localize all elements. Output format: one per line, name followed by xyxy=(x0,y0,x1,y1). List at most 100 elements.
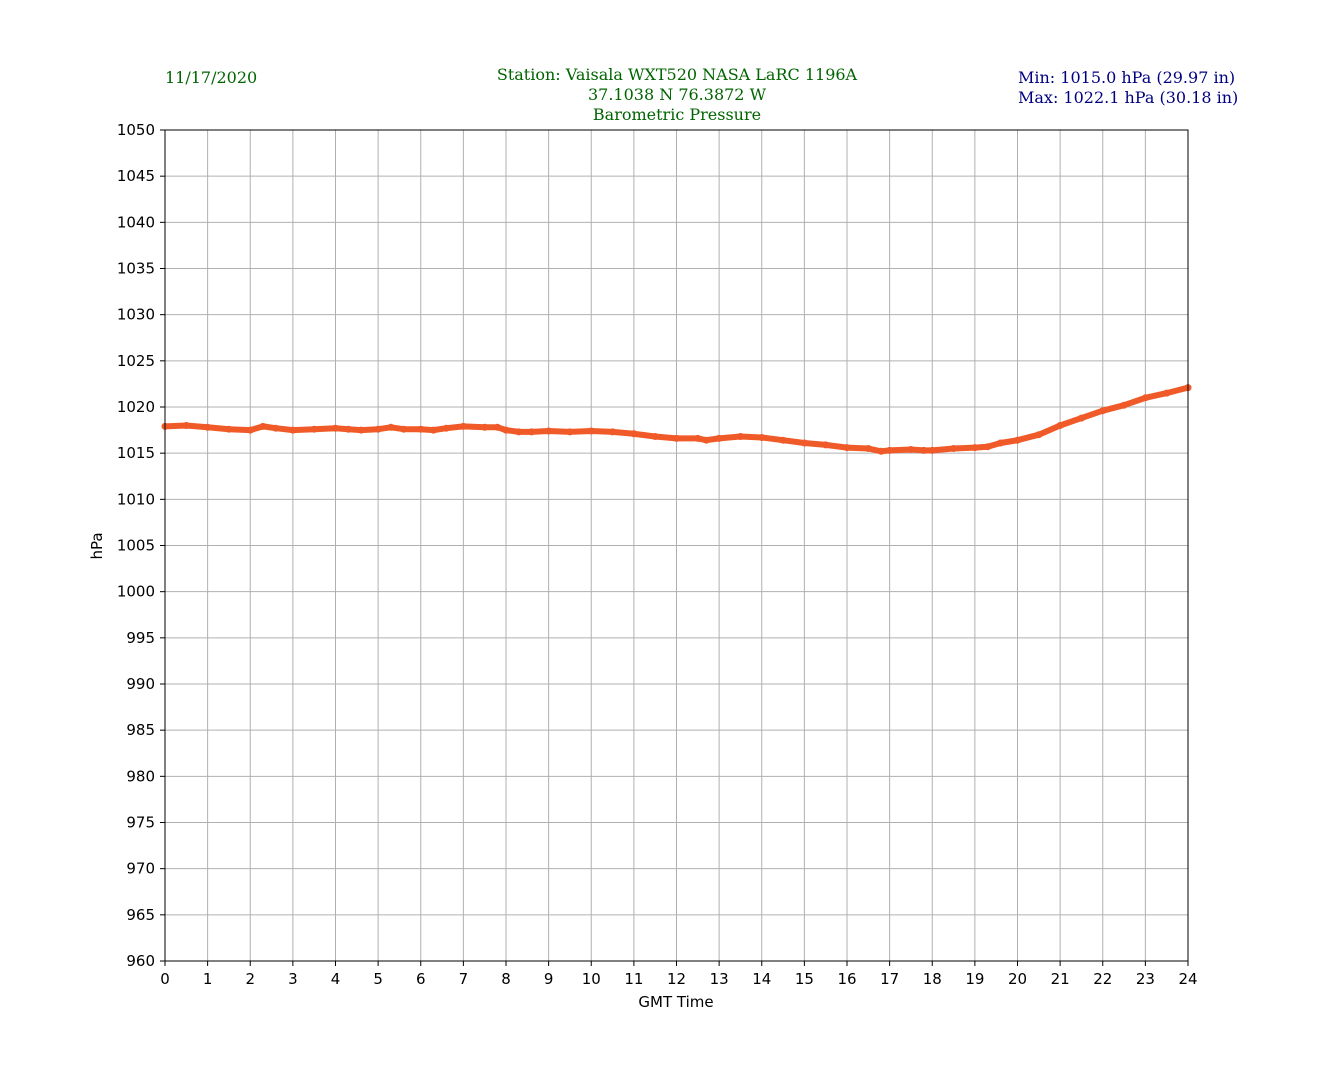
x-tick-label: 7 xyxy=(459,970,469,988)
data-point xyxy=(1014,436,1021,444)
data-point xyxy=(587,427,595,435)
data-point xyxy=(694,434,702,442)
x-tick-label: 15 xyxy=(795,970,814,988)
data-point xyxy=(387,423,395,431)
data-point xyxy=(971,444,979,452)
data-point xyxy=(1120,401,1128,409)
x-tick-label: 20 xyxy=(1008,970,1027,988)
x-tick-label: 23 xyxy=(1136,970,1155,988)
data-point xyxy=(442,424,450,432)
data-point xyxy=(877,447,885,455)
y-tick-label: 975 xyxy=(126,814,155,832)
y-tick-label: 985 xyxy=(126,721,155,739)
data-point xyxy=(702,436,710,444)
data-point xyxy=(864,445,872,452)
data-point xyxy=(545,427,553,435)
y-tick-label: 1020 xyxy=(117,398,155,416)
data-point xyxy=(430,426,437,434)
x-tick-label: 22 xyxy=(1093,970,1112,988)
data-point xyxy=(566,428,574,436)
x-tick-label: 13 xyxy=(710,970,729,988)
data-point xyxy=(332,424,339,432)
data-point xyxy=(374,425,382,433)
y-tick-label: 1000 xyxy=(117,583,155,601)
x-tick-label: 19 xyxy=(965,970,984,988)
data-point xyxy=(843,444,851,452)
data-point xyxy=(928,446,936,454)
data-point xyxy=(715,434,723,442)
data-point xyxy=(1099,407,1107,415)
data-point xyxy=(344,425,352,433)
data-point xyxy=(609,428,617,436)
x-tick-label: 1 xyxy=(203,970,213,988)
min-label: Min: 1015.0 hPa (29.97 in) xyxy=(1018,68,1235,87)
y-tick-label: 1030 xyxy=(117,306,155,324)
data-point xyxy=(758,434,766,441)
y-tick-label: 980 xyxy=(126,767,155,785)
data-point xyxy=(246,426,254,434)
data-point xyxy=(907,446,915,453)
station-label: Station: Vaisala WXT520 NASA LaRC 1196A xyxy=(497,65,858,84)
data-point xyxy=(481,423,489,431)
x-tick-label: 16 xyxy=(837,970,856,988)
data-point xyxy=(182,422,190,429)
chart-title: Barometric Pressure xyxy=(593,105,761,124)
x-tick-label: 0 xyxy=(160,970,170,988)
y-tick-label: 1050 xyxy=(117,121,155,139)
x-tick-label: 5 xyxy=(373,970,383,988)
data-point xyxy=(1035,431,1043,439)
x-tick-label: 24 xyxy=(1178,970,1197,988)
y-tick-label: 970 xyxy=(126,860,155,878)
series-layer xyxy=(161,384,1192,455)
x-tick-label: 10 xyxy=(582,970,601,988)
data-point xyxy=(800,439,808,447)
y-tick-label: 1015 xyxy=(117,444,155,462)
x-tick-label: 11 xyxy=(624,970,643,988)
x-axis-label: GMT Time xyxy=(638,993,713,1011)
x-axis: 0 1 2 3 4 5 6 7 8 9 10 11 12 13 14 15 16 17 18 19 20 21 22 23 24 xyxy=(160,961,1198,988)
data-point xyxy=(515,428,523,436)
data-point xyxy=(225,425,233,433)
x-tick-label: 14 xyxy=(752,970,771,988)
data-point xyxy=(459,422,467,430)
data-point xyxy=(997,439,1004,447)
x-tick-label: 6 xyxy=(416,970,426,988)
data-point xyxy=(886,446,894,454)
data-point xyxy=(779,436,787,444)
data-point xyxy=(1141,394,1149,402)
y-tick-label: 1010 xyxy=(117,490,155,508)
data-point xyxy=(1163,389,1171,397)
data-point xyxy=(984,443,992,451)
data-point xyxy=(494,423,501,431)
data-point xyxy=(289,426,297,434)
y-axis: 960 965 970 975 980 985 990 995 1000 1005 1010 1015… xyxy=(117,121,165,970)
data-point xyxy=(417,425,425,433)
data-point xyxy=(1056,422,1064,429)
x-tick-label: 3 xyxy=(288,970,298,988)
y-tick-label: 960 xyxy=(126,952,155,970)
data-point xyxy=(920,446,928,454)
data-point xyxy=(259,422,267,430)
y-tick-label: 990 xyxy=(126,675,155,693)
data-point xyxy=(357,426,365,434)
y-tick-label: 965 xyxy=(126,906,155,924)
data-point xyxy=(950,445,958,452)
x-tick-label: 18 xyxy=(923,970,942,988)
data-point xyxy=(1077,414,1085,422)
data-point xyxy=(400,425,408,433)
y-tick-label: 995 xyxy=(126,629,155,647)
data-point xyxy=(528,428,536,436)
x-tick-label: 17 xyxy=(880,970,899,988)
y-tick-label: 1045 xyxy=(117,167,155,185)
y-tick-label: 1040 xyxy=(117,213,155,231)
data-point xyxy=(310,425,318,433)
grid-lines xyxy=(164,129,1189,962)
y-tick-label: 1035 xyxy=(117,260,155,278)
data-point xyxy=(822,441,830,449)
data-point xyxy=(736,433,744,440)
y-axis-label: hPa xyxy=(88,532,106,559)
x-tick-label: 2 xyxy=(245,970,255,988)
data-point xyxy=(502,426,510,434)
x-tick-label: 9 xyxy=(544,970,554,988)
